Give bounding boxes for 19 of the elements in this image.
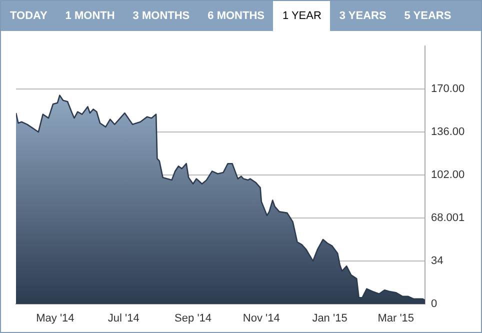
text: 1 YEAR xyxy=(273,1,330,31)
text: 1 MONTH xyxy=(64,9,116,24)
y-tick-label: 102.00 xyxy=(431,169,465,182)
text: 3 MONTHS xyxy=(132,9,191,24)
text: TODAY xyxy=(9,9,48,24)
text: 6 MONTHS xyxy=(206,9,266,24)
y-tick-label: 0 xyxy=(431,298,438,310)
text: 3 YEARS xyxy=(338,9,388,24)
y-tick-label: 68.001 xyxy=(431,212,465,224)
x-tick-label: Sep '14 xyxy=(174,312,212,325)
x-tick-label: Mar '15 xyxy=(378,312,414,325)
y-tick-label: 34 xyxy=(431,255,444,268)
x-tick-label: May '14 xyxy=(36,312,74,325)
y-tick-label: 170.00 xyxy=(431,83,465,96)
x-tick-label: Jan '15 xyxy=(312,312,348,325)
x-tick-label: Jul '14 xyxy=(108,312,140,325)
y-tick-label: 136.00 xyxy=(431,126,465,138)
x-tick-label: Nov '14 xyxy=(242,312,280,325)
text: 5 YEARS xyxy=(403,9,452,24)
